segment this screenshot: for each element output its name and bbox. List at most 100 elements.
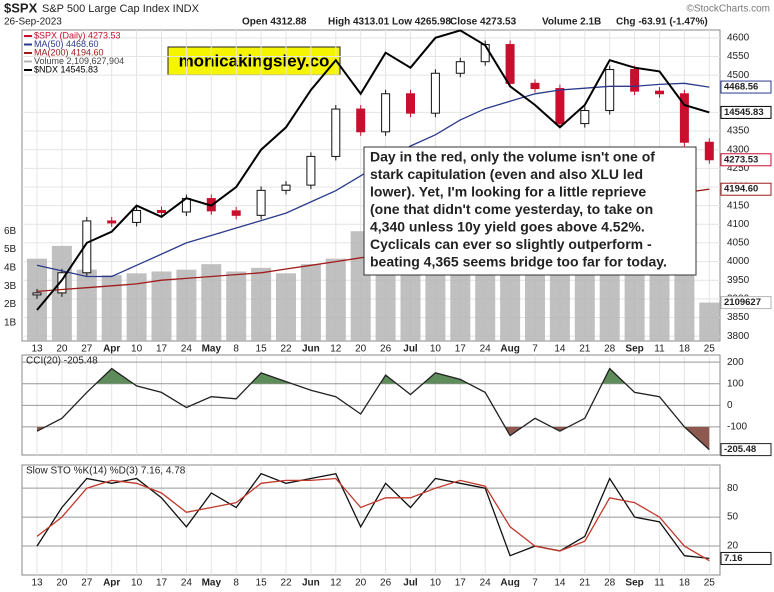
y2-tick-label: 2B (4, 299, 17, 310)
volume-bar (176, 269, 197, 341)
quote-high: High 4313.01 (328, 17, 390, 28)
volume-bar (375, 269, 396, 341)
x-tick-label: Apr (103, 578, 120, 587)
x-tick-label: 13 (31, 578, 43, 587)
x-tick-label: 26 (380, 578, 392, 587)
candle (132, 209, 142, 223)
y-tick-label: 3800 (727, 331, 750, 342)
volume-bar (599, 273, 620, 341)
x-tick-label: Jun (302, 344, 320, 355)
y2-tick-label: 6B (4, 226, 17, 237)
y-tick-label: 4550 (727, 51, 750, 62)
y-tick-label: 3850 (727, 312, 750, 323)
x-tick-label: 17 (455, 578, 467, 587)
annotation-line: stark capitulation (even and also XLU le… (370, 166, 643, 182)
volume-bar (699, 302, 720, 341)
y-tick-label: 80 (727, 483, 739, 494)
annotation-line: (one that didn't come yesterday, to take… (370, 201, 653, 217)
x-tick-label: 15 (256, 578, 268, 587)
y-tick-label: 4300 (727, 144, 750, 155)
annotation-line: Cyclicals can ever so slightly outperfor… (370, 236, 652, 252)
x-tick-label: 24 (480, 344, 492, 355)
candle (331, 108, 341, 157)
x-tick-label: 28 (604, 578, 616, 587)
y-tick-label: 100 (727, 378, 744, 389)
series-line (36, 367, 710, 451)
candle (107, 220, 117, 224)
panel-title: Slow STO %K(14) %D(3) 7.16, 4.78 (26, 466, 186, 477)
legend-entry: $SPX (Daily) 4273.53 (34, 30, 121, 40)
y2-tick-label: 3B (4, 281, 17, 292)
candle (281, 184, 291, 191)
panel-title: CCI(20) -205.48 (26, 356, 98, 367)
value-tag (720, 182, 772, 196)
volume-bar (201, 264, 222, 341)
legend-swatch (24, 35, 32, 37)
y2-tick-label: 4B (4, 262, 17, 273)
x-tick-label: 12 (330, 344, 342, 355)
x-tick-label: 13 (31, 344, 43, 355)
x-tick-label: 22 (280, 344, 292, 355)
x-tick-label: 24 (181, 578, 193, 587)
y-tick-label: 200 (727, 357, 744, 368)
x-tick-label: Aug (500, 344, 519, 355)
x-tick-label: 10 (131, 344, 143, 355)
x-tick-label: May (202, 344, 222, 355)
x-tick-label: 10 (430, 344, 442, 355)
x-tick-label: Sep (625, 578, 643, 587)
value-tag-label: 4194.60 (724, 184, 758, 195)
legend-entry: Volume 2,109,627,904 (34, 56, 124, 66)
annotation-box (363, 146, 697, 276)
candle (630, 69, 640, 92)
x-tick-label: 25 (704, 578, 716, 587)
annotation-line: 4,340 unless 10y yield goes above 4.52%. (370, 219, 645, 235)
volume-bar (674, 264, 695, 341)
x-tick-label: 8 (233, 578, 239, 587)
legend-swatch (24, 43, 32, 46)
x-tick-label: 14 (554, 578, 566, 587)
candle (605, 69, 615, 112)
value-tag-label: 4468.56 (724, 82, 758, 93)
volume-bar (300, 264, 321, 341)
x-tick-label: 20 (355, 578, 367, 587)
value-tag (720, 80, 772, 94)
x-tick-label: 17 (156, 344, 168, 355)
candle (256, 189, 266, 216)
volume-bar (500, 269, 521, 341)
x-tick-label: 18 (679, 344, 691, 355)
candle (381, 93, 391, 133)
value-tag (720, 153, 772, 167)
legend-swatch (24, 60, 32, 63)
volume-bar (126, 273, 147, 341)
value-tag-label: -205.48 (724, 444, 756, 455)
y-tick-label: 0 (727, 400, 733, 411)
x-tick-label: 28 (604, 344, 616, 355)
x-tick-label: Jun (302, 578, 320, 587)
x-tick-label: 20 (355, 344, 367, 355)
legend-entry: MA(50) 4468.60 (34, 39, 99, 49)
x-tick-label: 11 (654, 344, 665, 355)
candle (57, 272, 67, 294)
x-tick-label: 24 (480, 578, 492, 587)
quote-change: Chg -63.91 (-1.47%) (616, 17, 708, 28)
y-tick-label: 50 (727, 512, 739, 523)
x-tick-label: 17 (455, 344, 467, 355)
legend-swatch (24, 52, 32, 54)
candle (430, 72, 440, 114)
x-tick-label: 18 (679, 578, 691, 587)
x-tick-label: 7 (532, 578, 538, 587)
annotation-line: Day in the red, only the volume isn't on… (370, 149, 655, 165)
x-tick-label: 21 (579, 344, 591, 355)
panel-frame (21, 464, 721, 576)
panel-frame (21, 29, 721, 342)
volume-bar (649, 267, 670, 341)
volume-bar (525, 267, 545, 341)
x-tick-label: 24 (181, 344, 193, 355)
y-tick-label: 4350 (727, 126, 750, 137)
candle (655, 90, 664, 95)
x-tick-label: 26 (380, 344, 392, 355)
legend-entry: MA(200) 4194.60 (34, 47, 104, 57)
candle (704, 141, 714, 161)
candle (580, 110, 590, 125)
volume-bar (325, 258, 346, 341)
